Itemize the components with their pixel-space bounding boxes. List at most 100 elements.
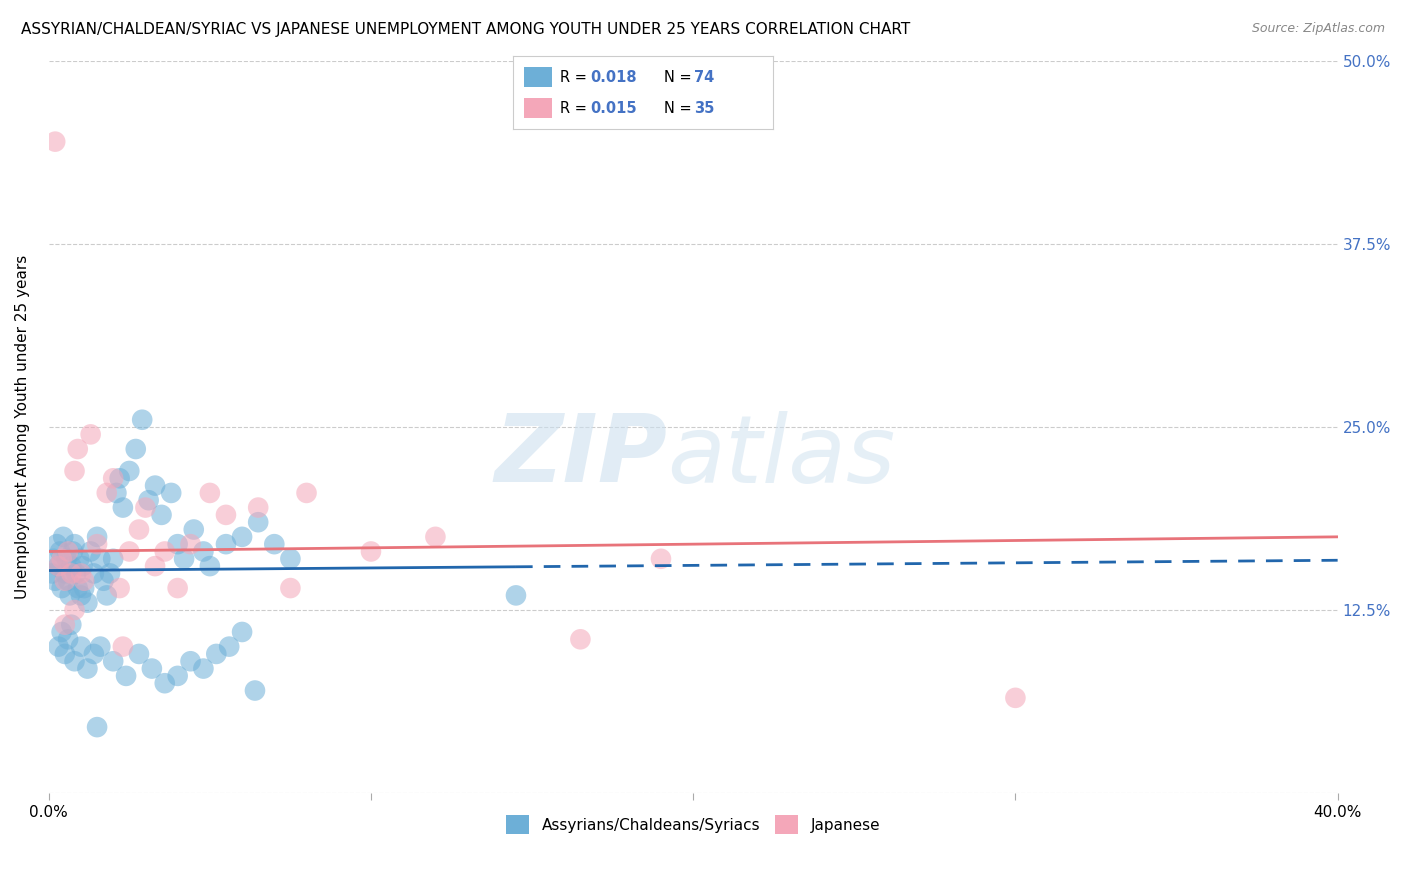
Point: [569, 632, 592, 647]
Point: [96, 588, 118, 602]
Text: 0.015: 0.015: [591, 101, 637, 116]
Text: atlas: atlas: [668, 411, 896, 502]
Point: [51, 624, 73, 639]
Text: R =: R =: [560, 70, 592, 85]
Point: [53, 617, 76, 632]
Point: [44, 574, 66, 588]
Point: [72, 559, 94, 574]
Point: [70, 588, 93, 602]
Point: [42, 551, 65, 566]
Point: [105, 486, 128, 500]
Point: [70, 566, 93, 581]
Point: [56, 632, 79, 647]
Point: [108, 581, 131, 595]
Text: ASSYRIAN/CHALDEAN/SYRIAC VS JAPANESE UNEMPLOYMENT AMONG YOUTH UNDER 25 YEARS COR: ASSYRIAN/CHALDEAN/SYRIAC VS JAPANESE UNE…: [21, 22, 910, 37]
Point: [89, 551, 111, 566]
Point: [1004, 690, 1026, 705]
Text: 35: 35: [695, 101, 714, 116]
Point: [67, 551, 90, 566]
Point: [63, 464, 86, 478]
Point: [79, 544, 101, 558]
Point: [215, 508, 238, 522]
Point: [111, 500, 134, 515]
Text: 74: 74: [695, 70, 714, 85]
Point: [51, 581, 73, 595]
Point: [231, 530, 253, 544]
Point: [60, 566, 83, 581]
Point: [63, 537, 86, 551]
Point: [49, 544, 72, 558]
Point: [86, 720, 108, 734]
Point: [247, 515, 270, 529]
Point: [53, 566, 76, 581]
Point: [115, 669, 138, 683]
Point: [150, 508, 173, 522]
Point: [55, 551, 77, 566]
Point: [360, 544, 382, 558]
Point: [59, 588, 82, 602]
Point: [45, 537, 67, 551]
Bar: [523, 67, 553, 87]
Point: [93, 574, 115, 588]
Point: [73, 581, 96, 595]
Point: [62, 544, 84, 558]
Point: [52, 530, 75, 544]
Point: [83, 566, 105, 581]
Point: [66, 581, 89, 595]
Point: [63, 603, 86, 617]
Point: [118, 544, 141, 558]
Point: [131, 413, 153, 427]
Point: [295, 486, 318, 500]
Text: Source: ZipAtlas.com: Source: ZipAtlas.com: [1251, 22, 1385, 36]
Bar: [523, 98, 553, 119]
Point: [280, 551, 302, 566]
Point: [56, 544, 79, 558]
Point: [128, 647, 150, 661]
Point: [505, 588, 527, 602]
Point: [231, 624, 253, 639]
Point: [76, 662, 98, 676]
Point: [218, 640, 240, 654]
Point: [56, 574, 79, 588]
Point: [103, 551, 125, 566]
Point: [143, 478, 166, 492]
Point: [128, 523, 150, 537]
Point: [108, 471, 131, 485]
Point: [89, 640, 111, 654]
Point: [243, 683, 266, 698]
Y-axis label: Unemployment Among Youth under 25 years: Unemployment Among Youth under 25 years: [15, 255, 30, 599]
Text: 0.018: 0.018: [591, 70, 637, 85]
Text: ZIP: ZIP: [495, 410, 668, 502]
Point: [86, 537, 108, 551]
Point: [180, 654, 202, 668]
Text: R =: R =: [560, 101, 592, 116]
Point: [86, 530, 108, 544]
Point: [79, 427, 101, 442]
Text: N =: N =: [664, 101, 696, 116]
Point: [98, 566, 121, 581]
Point: [118, 464, 141, 478]
Point: [183, 523, 205, 537]
Point: [111, 640, 134, 654]
Point: [83, 647, 105, 661]
Point: [76, 596, 98, 610]
Point: [215, 537, 238, 551]
Point: [247, 500, 270, 515]
Point: [63, 654, 86, 668]
Point: [60, 617, 83, 632]
Point: [66, 442, 89, 456]
Point: [153, 544, 176, 558]
Point: [166, 669, 188, 683]
Point: [205, 647, 228, 661]
Point: [70, 640, 93, 654]
Point: [41, 566, 63, 581]
Point: [141, 662, 163, 676]
Point: [160, 486, 183, 500]
Point: [48, 559, 70, 574]
Point: [193, 544, 215, 558]
Point: [193, 662, 215, 676]
Point: [125, 442, 148, 456]
Point: [166, 581, 188, 595]
Point: [53, 647, 76, 661]
Point: [425, 530, 447, 544]
